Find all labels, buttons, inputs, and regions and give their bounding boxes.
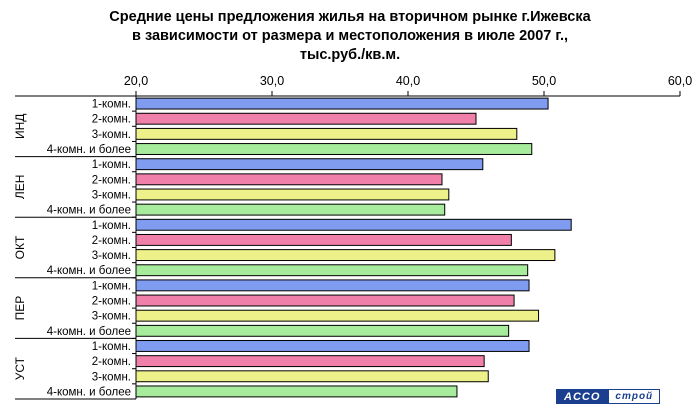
category-label: 3-комн. xyxy=(92,250,131,262)
category-label: 1-комн. xyxy=(92,341,131,353)
category-label: 1-комн. xyxy=(92,220,131,232)
category-label: 2-комн. xyxy=(92,356,131,368)
bar xyxy=(135,340,530,352)
logo-part-1: ACCO xyxy=(556,389,609,404)
bar xyxy=(135,279,530,292)
bar xyxy=(135,173,443,186)
category-label: 3-комн. xyxy=(92,371,131,383)
category-label: 2-комн. xyxy=(92,235,131,247)
bar xyxy=(135,233,512,246)
bar xyxy=(135,112,477,125)
logo-part-2: строй xyxy=(608,389,661,404)
category-label: 3-комн. xyxy=(92,189,131,201)
group-label: УСТ xyxy=(13,356,27,380)
chart-title: Средние цены предложения жилья на вторич… xyxy=(60,8,640,65)
chart-title-line-2: в зависимости от размера и местоположени… xyxy=(132,28,568,44)
category-label: 1-комн. xyxy=(92,280,131,292)
bar xyxy=(135,385,458,398)
bar xyxy=(135,158,484,171)
bar xyxy=(135,97,549,110)
category-label: 1-комн. xyxy=(92,159,131,171)
bar xyxy=(135,294,515,307)
bar xyxy=(135,143,533,155)
bar xyxy=(135,264,529,277)
bar xyxy=(135,309,540,322)
bar xyxy=(135,370,489,383)
group-label: ИНД xyxy=(13,114,27,139)
category-label: 4-комн. и более xyxy=(47,386,131,398)
group-label: ОКТ xyxy=(13,235,27,259)
chart-title-line-3: тыс.руб./кв.м. xyxy=(299,47,401,63)
category-label: 4-комн. и более xyxy=(47,144,131,156)
x-tick-label: 50,0 xyxy=(532,74,556,88)
category-label: 2-комн. xyxy=(92,114,131,126)
category-label: 1-комн. xyxy=(92,99,131,111)
bar xyxy=(135,355,485,368)
category-label: 3-комн. xyxy=(92,129,131,141)
category-label: 4-комн. и более xyxy=(47,326,131,338)
category-label: 4-комн. и более xyxy=(47,205,131,217)
group-label: ЛЕН xyxy=(13,175,27,200)
bar xyxy=(135,249,556,262)
chart-title-line-1: Средние цены предложения жилья на вторич… xyxy=(109,9,591,25)
bar xyxy=(135,324,510,337)
category-label: 2-комн. xyxy=(92,174,131,186)
x-tick-label: 30,0 xyxy=(260,74,284,88)
bar xyxy=(135,218,572,231)
group-label: ПЕР xyxy=(13,296,27,321)
bar xyxy=(135,127,518,140)
x-tick-label: 20,0 xyxy=(124,74,148,88)
x-tick-label: 60,0 xyxy=(668,74,692,88)
category-label: 3-комн. xyxy=(92,311,131,323)
company-logo: ACCO строй xyxy=(556,389,698,404)
bar xyxy=(135,203,446,216)
x-tick-label: 40,0 xyxy=(396,74,420,88)
category-label: 4-комн. и более xyxy=(47,265,131,277)
category-label: 2-комн. xyxy=(92,296,131,308)
bar xyxy=(135,188,450,201)
